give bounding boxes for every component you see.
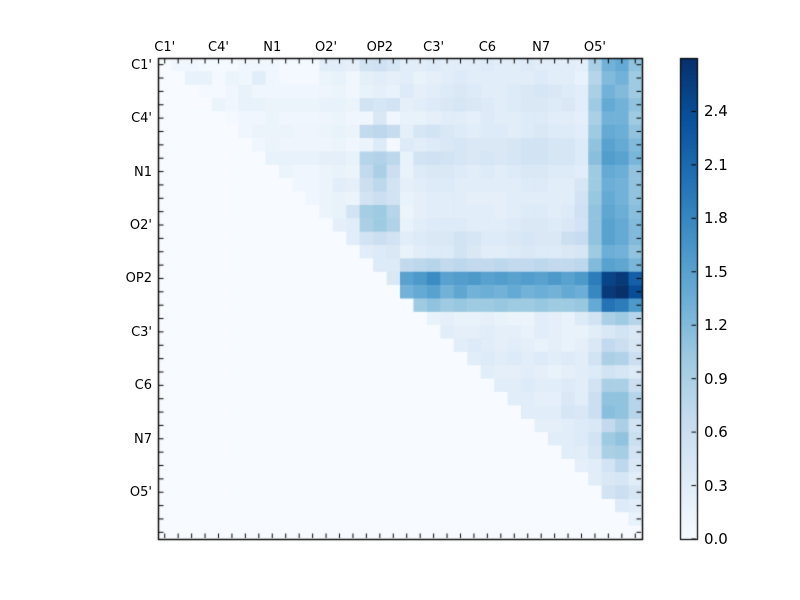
y-axis-tick-label: C1' (131, 57, 152, 73)
y-axis-tick-label: C4' (131, 111, 152, 127)
colorbar-tick-label: 1.2 (704, 316, 728, 335)
x-axis-tick-label: C4' (208, 40, 229, 55)
colorbar-tick-label: 0.0 (704, 530, 728, 548)
y-axis-tick-label: OP2 (125, 271, 152, 287)
x-axis-tick-label: C1' (154, 40, 176, 55)
colorbar-tick-label: 1.5 (704, 262, 728, 281)
x-axis-tick-label: N1 (263, 40, 282, 55)
x-axis-tick-label: OP2 (366, 40, 393, 55)
y-axis-tick-label: O5' (129, 485, 152, 501)
colorbar-tick-label: 0.9 (704, 369, 728, 388)
colorbar-tick-label: 2.4 (704, 102, 728, 121)
x-axis-tick-label: C6 (478, 40, 497, 55)
y-axis-tick-label: C6 (134, 378, 152, 394)
y-axis-tick-label: C3' (131, 324, 152, 340)
colorbar-tick-label: 0.3 (704, 476, 728, 495)
y-axis-tick-label: O2' (129, 218, 152, 233)
y-axis-tick-label: N1 (134, 164, 152, 180)
x-axis-tick-label: O2' (315, 40, 338, 55)
x-axis-tick-label: C3' (423, 40, 445, 55)
colorbar-tick-label: 1.8 (704, 209, 728, 228)
x-axis-tick-label: O5' (583, 40, 606, 55)
x-axis-tick-label: N7 (532, 40, 551, 55)
colorbar-tick-label: 2.1 (704, 155, 728, 174)
colorbar-tick-label: 0.6 (704, 423, 728, 442)
y-axis-tick-label: N7 (134, 431, 152, 447)
